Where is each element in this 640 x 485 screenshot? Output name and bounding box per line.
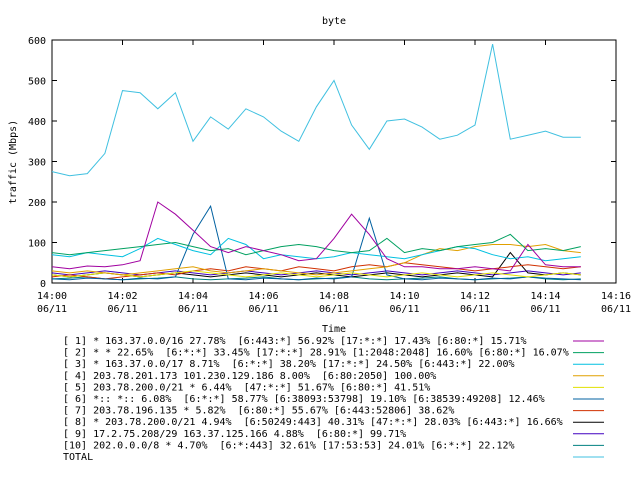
series-line-2 bbox=[51, 233, 581, 256]
chart-title: byte bbox=[322, 16, 346, 27]
legend-entry-label: [ 8] * 203.78.200.0/21 4.94% [6:50249:44… bbox=[63, 417, 563, 428]
x-tick-label-time: 14:16 bbox=[601, 291, 631, 302]
legend-entry-label: [ 4] 203.78.201.173 101.230.129.186 8.00… bbox=[63, 371, 436, 382]
x-tick-label-date: 06/11 bbox=[37, 304, 67, 315]
x-tick-label-time: 14:14 bbox=[530, 291, 560, 302]
x-tick-label-time: 14:00 bbox=[37, 291, 67, 302]
y-tick-label: 400 bbox=[28, 117, 46, 128]
legend-entry-label: [ 1] * 163.37.0.0/16 27.78% [6:443:*] 56… bbox=[63, 336, 527, 347]
x-tick-label-date: 06/11 bbox=[178, 304, 208, 315]
x-tick-label-date: 06/11 bbox=[601, 304, 631, 315]
series-line-6 bbox=[51, 204, 581, 281]
legend-entry-label: TOTAL bbox=[63, 452, 93, 463]
y-axis-label: traffic (Mbps) bbox=[8, 120, 19, 204]
y-tick-label: 500 bbox=[28, 77, 46, 88]
legend-entry-label: [ 2] * * 22.65% [6:*:*] 33.45% [17:*:*] … bbox=[63, 348, 569, 359]
legend-entry-label: [ 7] 203.78.196.135 * 5.82% [6:80:*] 55.… bbox=[63, 406, 454, 417]
x-tick-label-time: 14:06 bbox=[248, 291, 278, 302]
series-line-3 bbox=[51, 237, 581, 262]
y-axis: 0 100 200 300 400 500 600 bbox=[28, 36, 616, 290]
x-tick-label-time: 14:10 bbox=[389, 291, 419, 302]
x-tick-label-date: 06/11 bbox=[389, 304, 419, 315]
x-tick-label-date: 06/11 bbox=[319, 304, 349, 315]
x-axis: 14:00 06/11 14:02 06/11 14:04 06/11 14:06 06/11… bbox=[37, 40, 631, 315]
x-tick-label-time: 14:08 bbox=[319, 291, 349, 302]
series-lines bbox=[51, 43, 581, 281]
series-line-1 bbox=[51, 201, 581, 272]
legend: [ 1] * 163.37.0.0/16 27.78% [6:443:*] 56… bbox=[63, 336, 604, 463]
x-tick-label-date: 06/11 bbox=[460, 304, 490, 315]
y-tick-label: 300 bbox=[28, 158, 46, 169]
legend-entry-label: [ 9] 17.2.75.208/29 163.37.125.166 4.88%… bbox=[63, 429, 406, 440]
series-line-11 bbox=[51, 43, 581, 177]
y-tick-label: 0 bbox=[40, 279, 46, 290]
x-tick-label-time: 14:04 bbox=[178, 291, 208, 302]
y-tick-label: 200 bbox=[28, 198, 46, 209]
x-tick-label-date: 06/11 bbox=[248, 304, 278, 315]
series-line-5 bbox=[51, 270, 581, 278]
y-tick-label: 600 bbox=[28, 36, 46, 47]
series-line-4 bbox=[51, 243, 581, 276]
x-tick-label-time: 14:12 bbox=[460, 291, 490, 302]
legend-entry-label: [10] 202.0.0.0/8 * 4.70% [6:*:443] 32.61… bbox=[63, 440, 515, 451]
x-tick-label-date: 06/11 bbox=[530, 304, 560, 315]
legend-entry-label: [ 3] * 163.37.0.0/17 8.71% [6:*:*] 38.20… bbox=[63, 359, 515, 370]
x-tick-label-date: 06/11 bbox=[107, 304, 137, 315]
x-axis-label: Time bbox=[322, 324, 346, 335]
y-tick-label: 100 bbox=[28, 239, 46, 250]
series-line-10 bbox=[51, 276, 581, 281]
x-tick-label-time: 14:02 bbox=[107, 291, 137, 302]
legend-entry-label: [ 6] *:: *:: 6.08% [6:*:*] 58.77% [6:380… bbox=[63, 394, 545, 405]
legend-entry-label: [ 5] 203.78.200.0/21 * 6.44% [47:*:*] 51… bbox=[63, 382, 430, 393]
